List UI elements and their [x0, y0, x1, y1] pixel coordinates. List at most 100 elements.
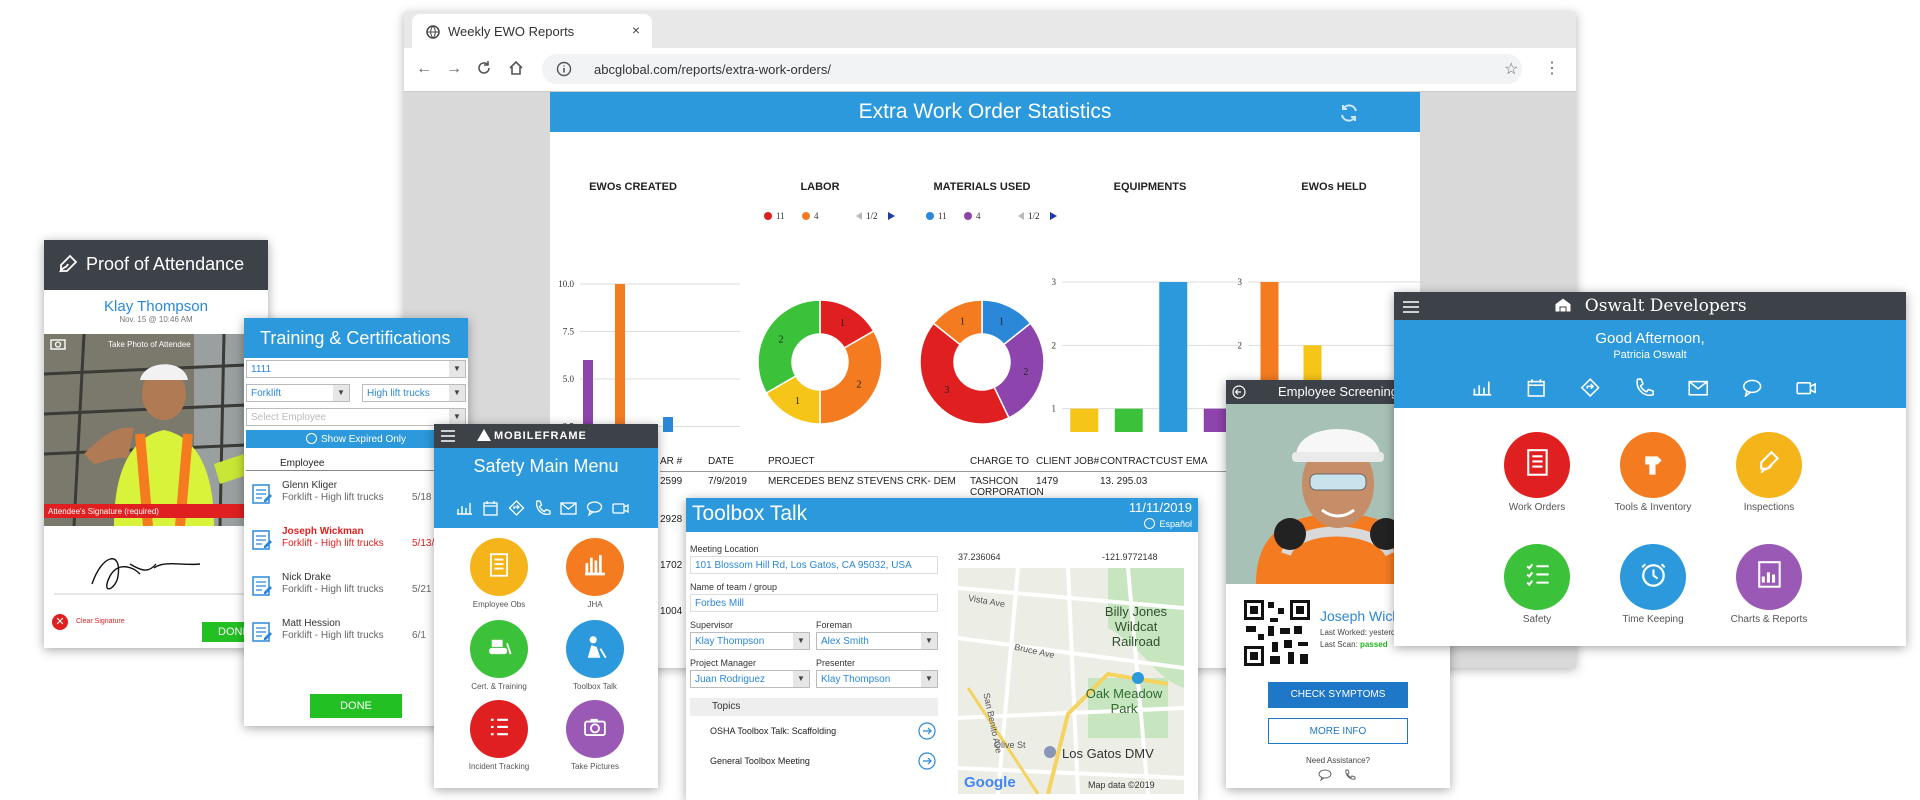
slice-label: 1	[795, 396, 800, 407]
training-list-item[interactable]: Nick Drake Forklift - High lift trucks 5/2…	[246, 568, 466, 608]
info-icon[interactable]	[556, 61, 572, 80]
slice-label: 1	[960, 316, 965, 327]
employee-name: Matt Hession	[282, 618, 341, 629]
work-orders-tile[interactable]	[1504, 432, 1570, 498]
team-field[interactable]: Forbes Mill	[690, 594, 938, 612]
show-expired-toggle[interactable]: Show Expired Only	[246, 430, 466, 448]
proof-title: Proof of Attendance	[86, 254, 245, 274]
attendee-photo[interactable]: Take Photo of Attendee	[44, 334, 268, 526]
browser-tab[interactable]: Weekly EWO Reports ×	[412, 14, 652, 50]
mail-icon[interactable]	[1688, 378, 1708, 402]
forward-icon[interactable]: →	[446, 60, 462, 77]
col-header: CLIENT JOB#	[1036, 456, 1100, 467]
chat-icon[interactable]	[1742, 378, 1762, 402]
chat-icon[interactable]	[586, 500, 603, 521]
topic-item[interactable]: General Toolbox Meeting	[710, 756, 810, 766]
route-icon[interactable]	[1580, 378, 1600, 402]
calendar-icon[interactable]	[1526, 378, 1546, 402]
job-select[interactable]: 1111 ▼	[246, 360, 466, 378]
back-icon[interactable]	[1232, 385, 1246, 402]
browser-menu-icon[interactable]: ⋮	[1544, 60, 1560, 77]
supervisor-select[interactable]: Klay Thompson ▼	[690, 632, 810, 650]
hamburger-menu-icon[interactable]	[440, 429, 456, 446]
video-icon[interactable]	[612, 500, 629, 521]
toolbox-title: Toolbox Talk	[692, 502, 808, 525]
more-info-button[interactable]: MORE INFO	[1268, 718, 1408, 744]
col-header: PROJECT	[768, 456, 815, 467]
inspections-tile[interactable]	[1736, 432, 1802, 498]
radio-icon	[1144, 518, 1156, 529]
employee-obs-icon	[481, 547, 517, 588]
training-list-item[interactable]: Joseph Wickman Forklift - High lift truck…	[246, 522, 466, 562]
pie-slice	[932, 299, 983, 346]
slice-label: 2	[779, 335, 784, 346]
subcategory-select[interactable]: High lift trucks ▼	[362, 384, 466, 402]
location-map[interactable]: Vista Ave Bruce Ave San Benito Ave Olive…	[958, 568, 1184, 794]
time-keeping-tile[interactable]	[1620, 544, 1686, 610]
home-icon[interactable]	[508, 60, 524, 81]
table-cell: 1702	[660, 560, 683, 571]
training-list-item[interactable]: Glenn Kliger Forklift - High lift trucks 5…	[246, 476, 466, 516]
document-icon	[250, 482, 274, 511]
signature-pad[interactable]	[44, 524, 268, 604]
take-pictures-tile[interactable]	[566, 700, 624, 758]
url-field[interactable]: abcglobal.com/reports/extra-work-orders/	[542, 54, 1522, 84]
oswalt-brand: Oswalt Developers	[1584, 296, 1747, 316]
tools-inventory-tile[interactable]	[1620, 432, 1686, 498]
camera-icon[interactable]	[50, 338, 66, 353]
url-text: abcglobal.com/reports/extra-work-orders/	[594, 62, 831, 77]
hamburger-menu-icon[interactable]	[1402, 299, 1420, 319]
refresh-icon[interactable]	[1338, 102, 1360, 130]
back-icon[interactable]: ←	[416, 60, 432, 77]
y-tick-label: 10.0	[558, 279, 574, 289]
cert-training-tile[interactable]	[470, 620, 528, 678]
pm-select[interactable]: Juan Rodriguez ▼	[690, 670, 810, 688]
foreman-select[interactable]: Alex Smith ▼	[816, 632, 938, 650]
category-select[interactable]: Forklift ▼	[246, 384, 350, 402]
arrow-right-icon[interactable]	[918, 752, 936, 775]
charts-reports-tile[interactable]	[1736, 544, 1802, 610]
chat-icon[interactable]	[1318, 768, 1332, 786]
training-list-item[interactable]: Matt Hession Forklift - High lift trucks 6…	[246, 614, 466, 654]
calendar-icon[interactable]	[482, 500, 499, 521]
close-tab-icon[interactable]: ×	[631, 22, 640, 38]
employee-obs-tile[interactable]	[470, 538, 528, 596]
safety-tile[interactable]	[1504, 544, 1570, 610]
meeting-location-field[interactable]: 101 Blossom Hill Rd, Los Gatos, CA 95032…	[690, 556, 938, 574]
toolbox-talk-tile[interactable]	[566, 620, 624, 678]
time-keeping-icon	[1633, 554, 1674, 600]
jha-tile[interactable]	[566, 538, 624, 596]
table-cell: 7/9/2019	[708, 476, 747, 487]
arrow-right-icon[interactable]	[918, 722, 936, 745]
language-toggle[interactable]: Español	[1144, 518, 1192, 529]
phone-icon[interactable]	[1634, 378, 1654, 402]
chart-icon[interactable]	[456, 500, 473, 521]
document-icon	[250, 528, 274, 557]
bar	[1114, 408, 1143, 432]
chart-icon[interactable]	[1472, 378, 1492, 402]
mail-icon[interactable]	[560, 500, 577, 521]
table-row[interactable]: 2599 7/9/2019 MERCEDES BENZ STEVENS CRK-…	[660, 476, 1420, 502]
employee-select[interactable]: Select Employee ▼	[246, 408, 466, 426]
clear-signature-button[interactable]: Clear Signature	[76, 618, 125, 625]
training-done-button[interactable]: DONE	[310, 694, 402, 718]
reload-icon[interactable]	[476, 60, 492, 81]
topics-header: Topics	[690, 698, 938, 716]
incident-tracking-tile[interactable]	[470, 700, 528, 758]
divider	[246, 470, 466, 471]
presenter-select[interactable]: Klay Thompson ▼	[816, 670, 938, 688]
chart-title: MATERIALS USED	[934, 181, 1031, 193]
phone-icon[interactable]	[1344, 768, 1356, 786]
chevron-down-icon: ▼	[333, 385, 349, 401]
safety-main-menu-screen: MOBILEFRAME Safety Main Menu Employee Ob…	[434, 424, 658, 788]
phone-icon[interactable]	[534, 500, 551, 521]
topic-item[interactable]: OSHA Toolbox Talk: Scaffolding	[710, 726, 837, 736]
check-symptoms-button[interactable]: CHECK SYMPTOMS	[1268, 682, 1408, 708]
chevron-down-icon: ▼	[449, 409, 465, 425]
expiry-date: 6/1	[412, 630, 426, 641]
video-icon[interactable]	[1796, 378, 1816, 402]
route-icon[interactable]	[508, 500, 525, 521]
document-icon	[250, 620, 274, 649]
clear-signature-icon[interactable]: ✕	[52, 614, 68, 630]
bookmark-star-icon[interactable]: ☆	[1504, 61, 1519, 78]
